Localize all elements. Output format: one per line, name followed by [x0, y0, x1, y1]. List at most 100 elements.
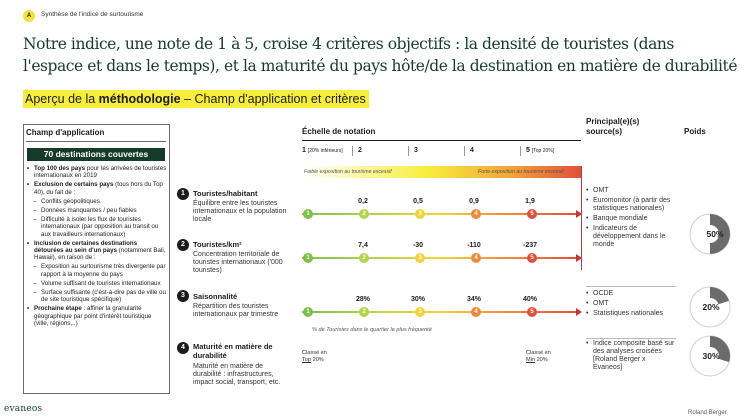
scale-divider — [408, 146, 409, 156]
scale-divider — [464, 146, 465, 156]
threshold-value: 40% — [522, 296, 537, 303]
weight-label: 50% — [706, 229, 723, 239]
scale-dot-5: 5 — [527, 253, 537, 263]
scope-bullet-4: Prochaine étape : affiner la granularité… — [27, 305, 167, 327]
scope-bullet-1-bold: Top 100 des pays — [34, 165, 86, 172]
weight-label: 30% — [702, 351, 719, 361]
sources-group-3: OCDE OMT Statistiques nationales — [586, 290, 676, 320]
top-rank-keyword: Top — [302, 357, 312, 363]
scope-sub-item: Volume suffisant de touristes internatio… — [27, 280, 167, 287]
scope-sub-item: Surface suffisante (c'est-à-dire pas de … — [27, 289, 167, 303]
criterion-3-desc: Répartition des touristes internationaux… — [193, 303, 279, 318]
weight-donut-1: 50% — [689, 213, 731, 255]
scale-dot-4: 4 — [471, 253, 481, 263]
scale-divider — [352, 146, 353, 156]
weight-label: 20% — [702, 302, 719, 312]
criterion-4-number: 4 — [177, 342, 189, 354]
source-item: Statistiques nationales — [586, 310, 676, 318]
criterion-2-title: Touristes/km² — [193, 240, 242, 249]
subtitle-prefix: Aperçu de la — [25, 92, 99, 106]
brand-logo: evaneos — [4, 404, 43, 414]
scope-bullet-3-bold: Inclusion de certaines destinations déto… — [34, 239, 138, 255]
source-item: Indice composite basé sur des analyses c… — [586, 340, 676, 372]
sources-group-4: Indice composite basé sur des analyses c… — [586, 340, 676, 374]
source-item: OMT — [586, 187, 676, 195]
scale-track — [302, 213, 578, 215]
sources-divider — [586, 286, 676, 287]
page-title: Notre indice, une note de 1 à 5, croise … — [23, 35, 738, 75]
threshold-value: -110 — [467, 242, 481, 249]
scope-bullet-2-bold: Exclusion de certains pays — [34, 181, 114, 189]
scope-sub-item: Données manquantes / peu fiables — [27, 207, 167, 214]
scale-end-line — [581, 166, 582, 270]
scale-header-rule — [302, 140, 581, 141]
criterion-1-number: 1 — [177, 188, 189, 200]
scale-dot-2: 2 — [359, 253, 369, 263]
section-badge: A — [23, 10, 35, 22]
scope-panel — [23, 124, 170, 394]
scale-dot-3: 3 — [415, 253, 425, 263]
weight-wedge — [710, 214, 730, 254]
scale-level-1-note: [20% inférieurs] — [307, 148, 343, 154]
scale-dot-3: 3 — [415, 209, 425, 219]
scale-header: Échelle de notation — [302, 127, 376, 136]
threshold-value: 34% — [466, 296, 481, 303]
threshold-value: 0,2 — [358, 198, 368, 205]
scope-sub-item: Conflits géopolitiques — [27, 198, 167, 205]
min-rank-percent: 20% — [535, 357, 548, 363]
threshold-value: 0,9 — [469, 198, 479, 205]
weight-donut-4: 30% — [689, 335, 731, 377]
threshold-value: -237 — [522, 242, 537, 249]
scale-track — [302, 311, 578, 313]
footer-credit: Roland Berger — [688, 410, 727, 416]
sources-header: Principal(e)(s) source(s) — [586, 117, 640, 136]
scale-arrow-icon — [576, 210, 582, 218]
scope-sub-item: Exposition au surtourisme très divergent… — [27, 263, 167, 277]
criterion-3-number: 3 — [177, 290, 189, 302]
section-subtitle: Aperçu de la méthodologie – Champ d'appl… — [23, 90, 369, 108]
criterion-1-desc: Équilibre entre les touristes internatio… — [193, 200, 287, 223]
scope-bullet-1-text: pour les arrivées de touristes internati… — [34, 165, 167, 180]
scope-sub-item: Difficulté à isoler les flux de touriste… — [27, 216, 167, 238]
subtitle-bold: méthodologie — [98, 92, 181, 106]
seasonality-footnote: % de Touristes dans le quartier le plus … — [312, 327, 432, 333]
scale-dot-3: 3 — [415, 307, 425, 317]
scale-level-3: 3 — [414, 147, 418, 154]
criterion-4-title: Maturité en matière de durabilité — [193, 342, 273, 360]
donut-hole — [701, 347, 719, 365]
destinations-highlight: 70 destinations couvertes — [27, 148, 165, 161]
top-rank-percent: 20% — [311, 357, 324, 363]
criterion-2-desc: Concentration territoriale de touristes … — [193, 251, 283, 274]
source-item: OMT — [586, 300, 676, 308]
threshold-value: 28% — [355, 296, 370, 303]
weight-header: Poids — [684, 127, 706, 136]
scale-dot-5: 5 — [527, 307, 537, 317]
weight-donut-3: 20% — [689, 286, 731, 328]
scale-dot-4: 4 — [471, 307, 481, 317]
scale-level-5: 5 [Top 20%] — [526, 147, 554, 154]
scale-arrow-icon — [576, 254, 582, 262]
scale-level-1-number: 1 — [302, 147, 306, 154]
donut-hole — [701, 225, 719, 243]
min-rank-label: Classé en Min 20% — [526, 350, 551, 364]
criterion-2-number: 2 — [177, 239, 189, 251]
scale-dot-5: 5 — [527, 209, 537, 219]
criterion-1-title: Touristes/habitant — [193, 189, 258, 198]
scale-level-2: 2 — [358, 147, 362, 154]
source-item: Banque mondiale — [586, 215, 676, 223]
scale-dot-1: 1 — [303, 307, 313, 317]
scale-track — [302, 257, 578, 259]
scope-bullet-3: Inclusion de certaines destinations déto… — [27, 240, 167, 262]
donut-hole — [701, 298, 719, 316]
top-rank-prefix: Classé en — [302, 350, 327, 356]
scope-title: Champ d'application — [26, 128, 105, 137]
scale-dot-2: 2 — [359, 209, 369, 219]
threshold-value: 0,5 — [413, 198, 423, 205]
low-exposure-label: Faible exposition au tourisme excessif — [304, 169, 392, 175]
scope-bullet-2-text: (tous hors du Top 40), du fait de : — [34, 181, 163, 196]
sources-group-1: OMT Euromonitor (à partir des statistiqu… — [586, 187, 676, 251]
breadcrumb: Synthèse de l'indice de surtourisme — [41, 11, 144, 18]
source-item: Indicateurs de développement dans le mon… — [586, 225, 676, 249]
scope-bullet-3-text: (notamment Bali, Hawaii), en raison de : — [34, 247, 166, 262]
scale-dot-4: 4 — [471, 209, 481, 219]
